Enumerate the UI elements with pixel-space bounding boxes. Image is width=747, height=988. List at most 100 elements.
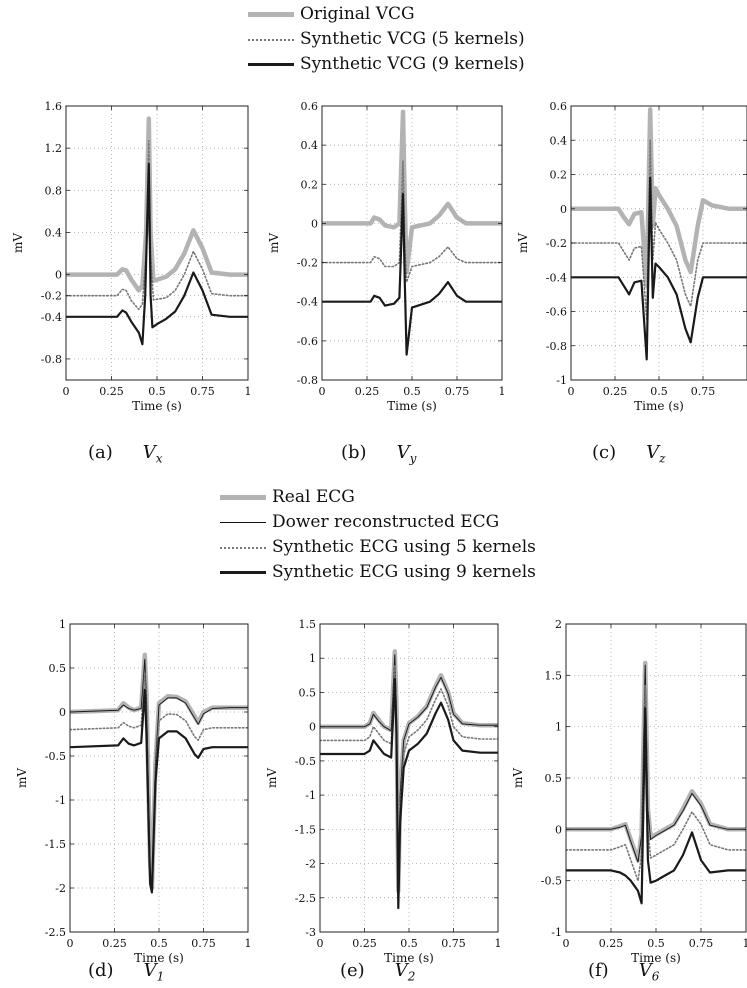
y-tick-label: 1.2 (45, 142, 63, 155)
legend-swatch (248, 39, 294, 41)
caption-variable: Vz (646, 442, 666, 466)
y-tick-label: -1 (305, 789, 316, 802)
caption-d: (d) V1 (88, 960, 164, 984)
caption-c: (c) Vz (592, 442, 665, 466)
x-tick-label: 0.75 (689, 937, 714, 950)
caption-letter: (f) (588, 960, 609, 981)
x-tick-label: 0.75 (441, 937, 466, 950)
y-tick-label: 0.4 (550, 134, 568, 147)
y-tick-label: 0.4 (301, 139, 319, 152)
caption-letter: (d) (88, 960, 114, 981)
series-line-dotted (566, 684, 746, 882)
series-line-gray (66, 116, 248, 293)
y-tick-label: 0.6 (301, 100, 319, 113)
caption-variable: V6 (638, 960, 660, 984)
y-tick-label: -1.5 (295, 823, 316, 836)
series-line-thin (320, 654, 498, 895)
y-tick-label: 0.4 (45, 226, 63, 239)
caption-letter: (a) (88, 442, 113, 463)
x-tick-label: 0 (319, 385, 326, 398)
plot-frame (319, 623, 499, 933)
x-axis-label: Time (s) (631, 951, 681, 965)
y-tick-label: 0.5 (299, 686, 317, 699)
y-tick-label: -0.5 (541, 875, 562, 888)
x-tick-label: 0.75 (190, 385, 215, 398)
legend-label: Real ECG (272, 487, 355, 507)
series-line-gray (571, 107, 747, 289)
y-tick-label: 1 (309, 652, 316, 665)
x-axis-label: Time (s) (384, 951, 434, 965)
y-tick-label: -0.5 (45, 750, 66, 763)
caption-e: (e) V2 (340, 960, 415, 984)
chart-panel-e: 0 0.25 0.5 0.75 1 -3 -2.5 -2 -1.5 -1 -0.5 0 0.5 1 1.5 T… (265, 618, 502, 965)
y-tick-label: -3 (305, 926, 316, 939)
series-line-black (320, 677, 498, 910)
y-tick-label: -1 (551, 926, 562, 939)
y-tick-label: -1.5 (45, 838, 66, 851)
chart-panel-a: 0 0.25 0.5 0.75 1 -0.8 -0.4 -0.2 0 0.4 0.8 1.2 1.6 Ti… (11, 100, 252, 413)
y-tick-label: -0.4 (297, 296, 318, 309)
legend-swatch (248, 63, 294, 66)
y-tick-label: 1 (59, 618, 66, 631)
x-axis-label: Time (s) (387, 399, 437, 413)
x-tick-label: 0.5 (647, 937, 665, 950)
caption-letter: (b) (341, 442, 367, 463)
x-tick-label: 1 (499, 385, 506, 398)
x-tick-label: 0 (317, 937, 324, 950)
x-tick-label: 0.5 (650, 385, 668, 398)
x-tick-label: 0.75 (445, 385, 470, 398)
caption-a: (a) Vx (88, 442, 163, 466)
y-tick-label: 0 (59, 706, 66, 719)
caption-variable: Vx (142, 442, 163, 466)
chart-panel-d: 0 0.25 0.5 0.75 1 -2.5 -2 -1.5 -1 -0.5 0 0.5 1 Time (… (15, 618, 252, 965)
x-tick-label: 0 (563, 937, 570, 950)
y-tick-label: 2 (555, 618, 562, 631)
y-tick-label: -0.6 (546, 306, 567, 319)
y-tick-label: -0.2 (546, 237, 567, 250)
y-tick-label: 0 (309, 721, 316, 734)
y-tick-label: 0 (311, 217, 318, 230)
x-tick-label: 1 (245, 385, 252, 398)
y-tick-label: 0 (555, 823, 562, 836)
y-axis-label: mV (15, 768, 29, 788)
y-axis-label: mV (511, 768, 525, 788)
y-tick-label: 0 (560, 203, 567, 216)
y-tick-label: 0.8 (45, 184, 63, 197)
legend-swatch (220, 495, 266, 500)
x-tick-label: 0.75 (191, 937, 216, 950)
grid (320, 624, 498, 932)
x-tick-label: 0.25 (355, 385, 380, 398)
series-line-thin (566, 664, 746, 863)
caption-variable: V1 (143, 960, 165, 984)
y-tick-label: -0.8 (297, 374, 318, 387)
x-axis-label: Time (s) (132, 399, 182, 413)
series-line-black (566, 707, 746, 905)
y-axis-label: mV (516, 233, 530, 253)
y-tick-label: -0.2 (41, 290, 62, 303)
series-line-black (66, 162, 248, 346)
x-tick-label: 0.25 (599, 937, 624, 950)
series-line-gray (320, 649, 498, 894)
series-line-gray (322, 109, 502, 275)
plot-frame (69, 623, 249, 933)
caption-variable: V2 (394, 960, 416, 984)
series-line-black (322, 193, 502, 356)
series-line-black (571, 176, 747, 361)
legend-label: Dower reconstructed ECG (272, 512, 500, 532)
y-tick-label: -0.6 (297, 335, 318, 348)
x-tick-label: 0 (568, 385, 575, 398)
y-tick-label: -2.5 (295, 892, 316, 905)
y-axis-label: mV (11, 233, 25, 253)
y-tick-label: -1 (55, 794, 66, 807)
legend-label: Synthetic VCG (5 kernels) (300, 29, 525, 49)
y-tick-label: -1 (556, 374, 567, 387)
y-tick-label: 0 (55, 269, 62, 282)
x-tick-label: 0 (67, 937, 74, 950)
grid (566, 624, 746, 932)
chart-panel-c: 0 0.25 0.5 0.75 -1 -0.8 -0.6 -0.4 -0.2 0 0.2 0.4 0.6… (516, 100, 747, 413)
x-tick-label: 0.25 (102, 937, 127, 950)
legend-swatch (248, 12, 294, 17)
series-line-dotted (66, 140, 248, 311)
y-tick-label: -0.5 (295, 755, 316, 768)
